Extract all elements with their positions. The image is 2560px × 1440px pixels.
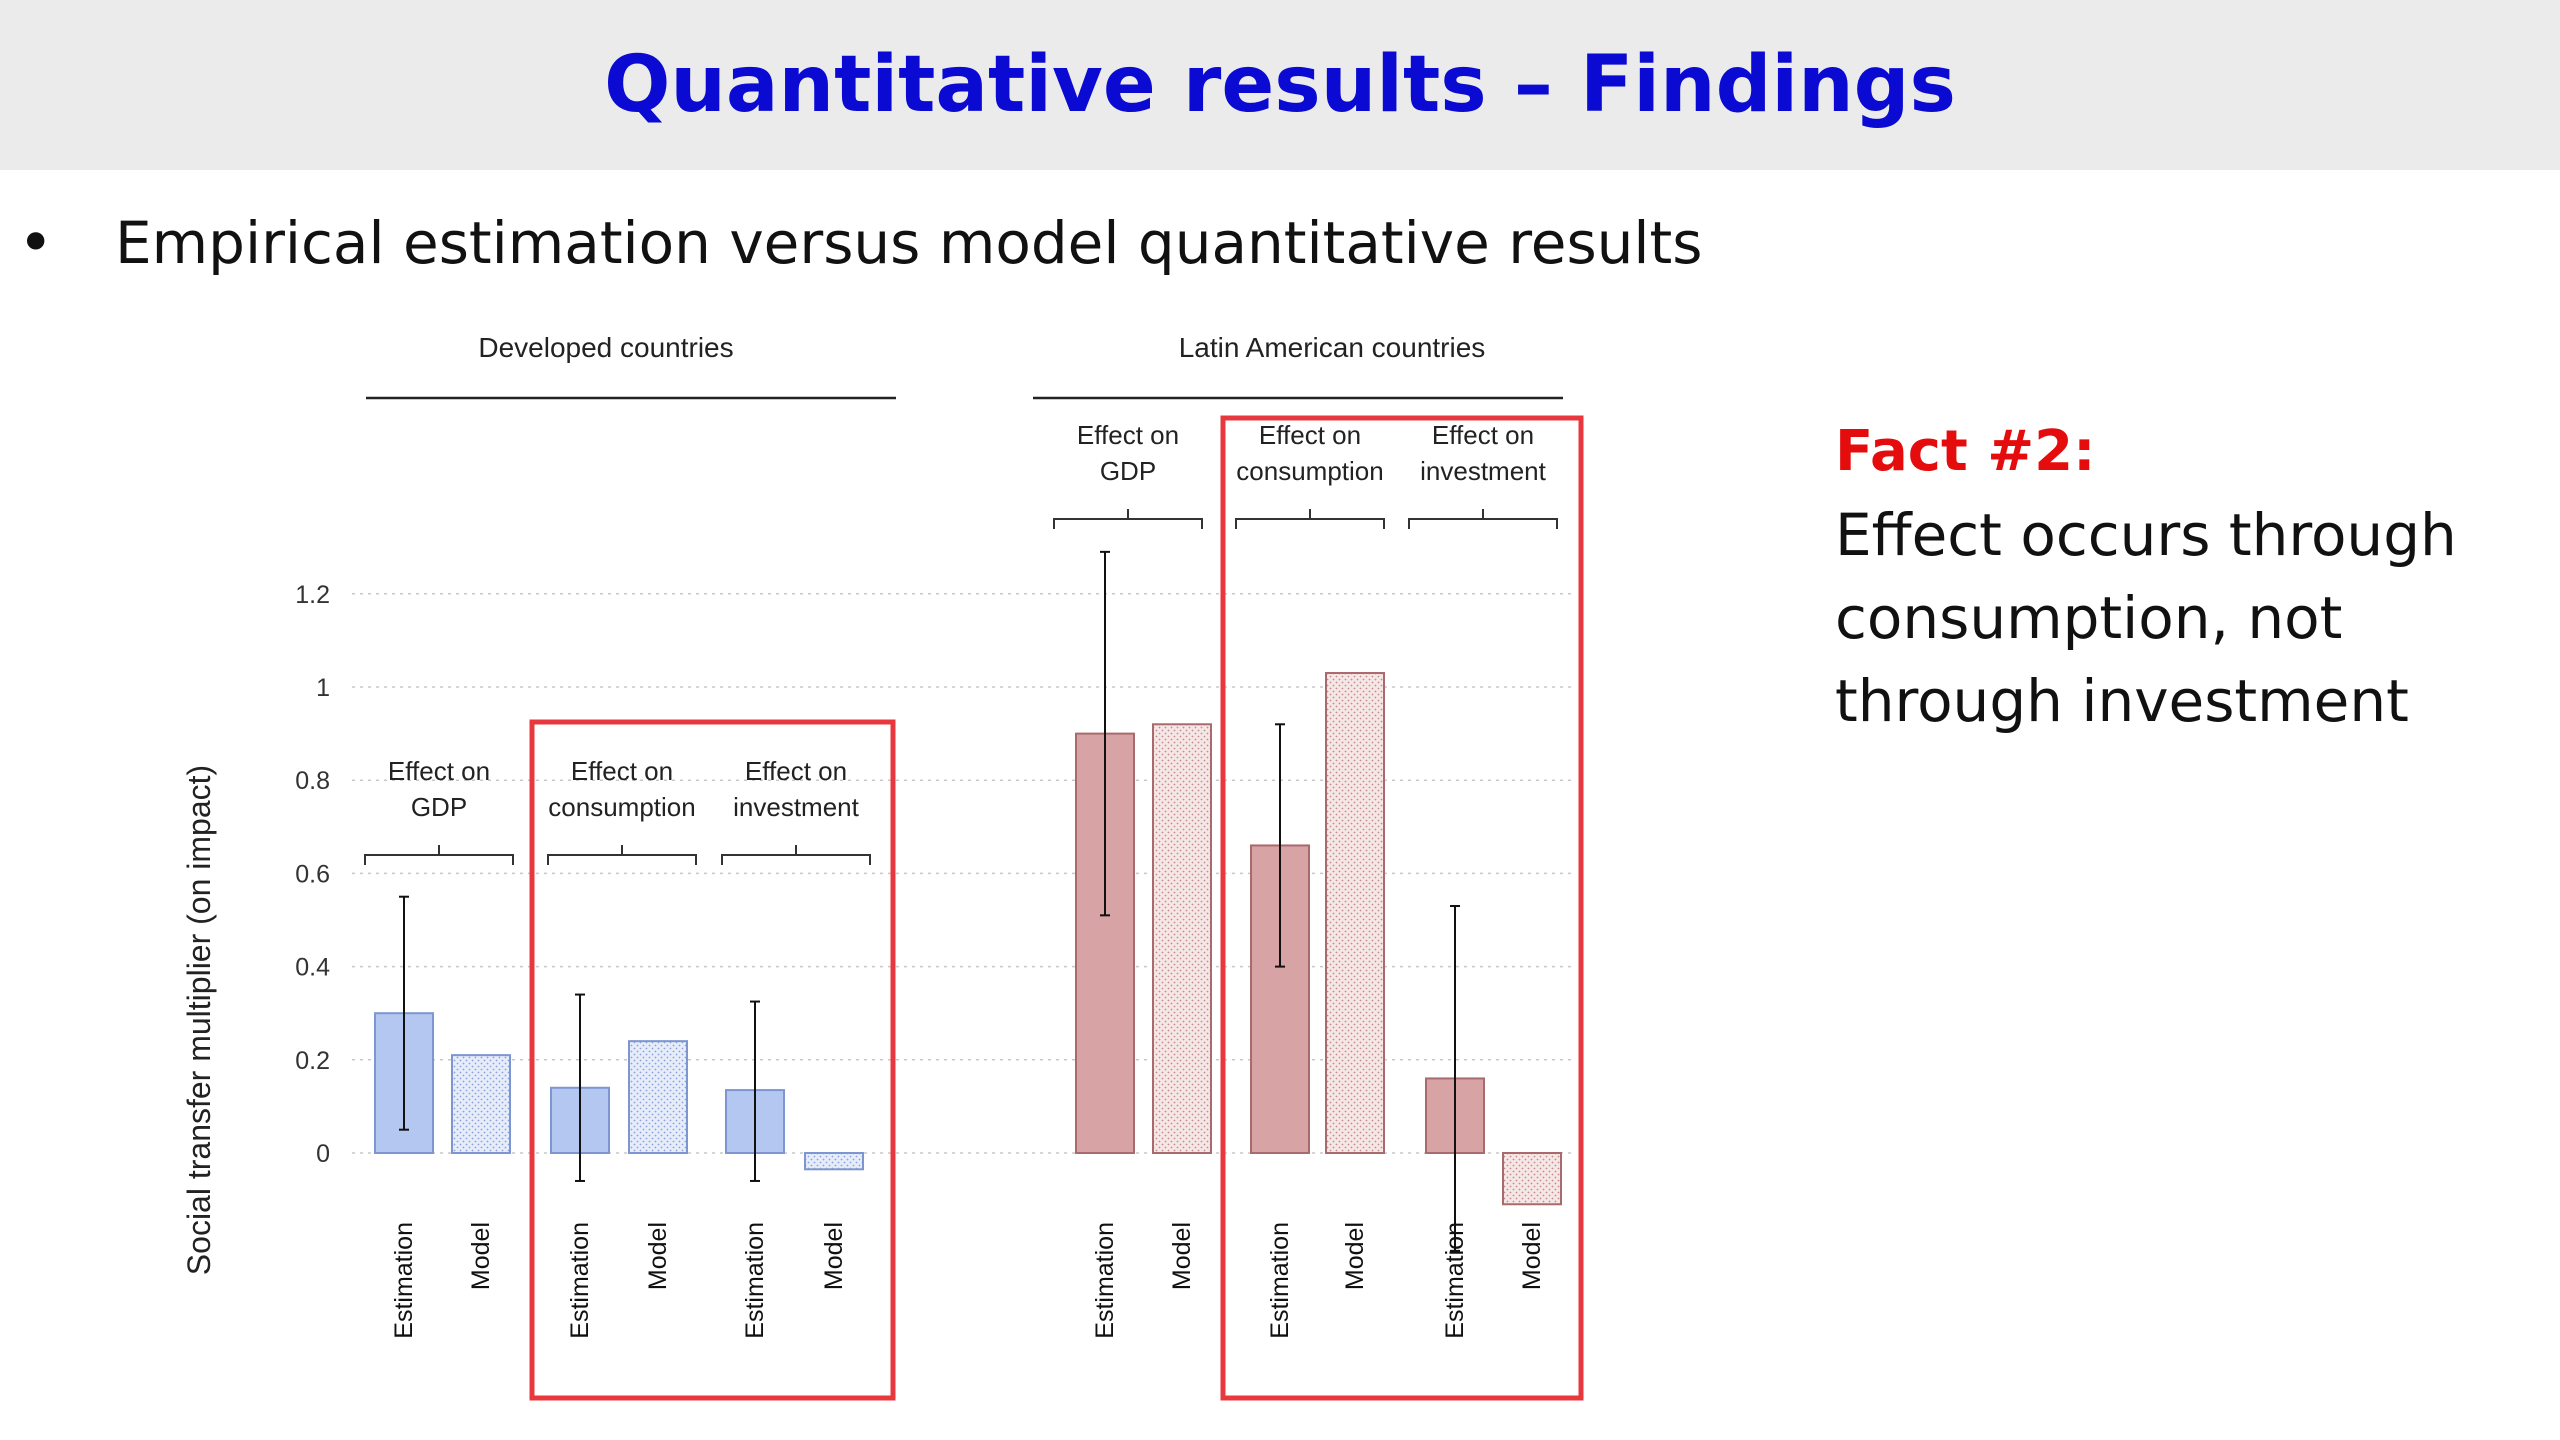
category-label: Model xyxy=(644,1222,672,1290)
group-bracket xyxy=(364,845,514,865)
highlight-box xyxy=(529,719,896,1401)
group-bracket xyxy=(547,845,697,865)
group-label: Effect on xyxy=(1077,420,1179,450)
model-bar xyxy=(1502,1152,1562,1206)
model-bar xyxy=(804,1152,864,1171)
panel-header: Developed countries xyxy=(478,332,733,363)
category-label: Estimation xyxy=(1091,1222,1119,1339)
model-bar xyxy=(451,1054,511,1155)
fact-title: Fact #2: xyxy=(1835,419,2096,484)
group-label: consumption xyxy=(1236,456,1383,486)
group-bracket xyxy=(1053,509,1203,529)
y-tick-label: 0.8 xyxy=(295,767,330,795)
group-label: Effect on xyxy=(388,756,490,786)
group-bracket xyxy=(1235,509,1385,529)
y-tick-label: 0 xyxy=(316,1140,330,1168)
fact-line: consumption, not xyxy=(1835,584,2343,652)
model-bar xyxy=(1152,723,1212,1155)
y-tick-label: 0.4 xyxy=(295,954,330,982)
multiplier-bar-chart: 0 0.2 0.4 0.6 0.8 1 1.2 Social transfer multipl… xyxy=(181,332,1584,1401)
category-label: Estimation xyxy=(1266,1222,1294,1339)
highlight-box xyxy=(1220,415,1584,1401)
bullet-text: Empirical estimation versus model quanti… xyxy=(115,209,1703,277)
category-label: Estimation xyxy=(741,1222,769,1339)
category-label: Estimation xyxy=(1441,1222,1469,1339)
category-label: Model xyxy=(1168,1222,1196,1290)
category-label: Model xyxy=(467,1222,495,1290)
group-bracket xyxy=(721,845,871,865)
group-label: GDP xyxy=(1100,456,1156,486)
group-label: Effect on xyxy=(1432,420,1534,450)
group-label: GDP xyxy=(411,792,467,822)
slide-title: Quantitative results – Findings xyxy=(604,40,1956,130)
group-label: Effect on xyxy=(745,756,847,786)
y-tick-label: 0.6 xyxy=(295,860,330,888)
group-label: investment xyxy=(733,792,859,822)
fact-line: through investment xyxy=(1835,667,2409,735)
title-bar xyxy=(0,0,2560,170)
group-label: consumption xyxy=(548,792,695,822)
group-label: investment xyxy=(1420,456,1546,486)
category-label: Model xyxy=(1518,1222,1546,1290)
fact-callout: Fact #2: Effect occurs through consumpti… xyxy=(1835,410,2535,743)
panel-header: Latin American countries xyxy=(1179,332,1486,363)
model-bar xyxy=(1325,672,1385,1155)
group-label: Effect on xyxy=(571,756,673,786)
group-bracket xyxy=(1408,509,1558,529)
y-tick-label: 1.2 xyxy=(295,581,330,609)
category-label: Estimation xyxy=(390,1222,418,1339)
y-tick-label: 1 xyxy=(316,674,330,702)
group-label: Effect on xyxy=(1259,420,1361,450)
category-label: Model xyxy=(1341,1222,1369,1290)
category-label: Model xyxy=(820,1222,848,1290)
bullet-marker: • xyxy=(18,208,54,278)
fact-line: Effect occurs through xyxy=(1835,501,2457,569)
category-label: Estimation xyxy=(566,1222,594,1339)
y-tick-label: 0.2 xyxy=(295,1047,330,1075)
model-bar xyxy=(628,1040,688,1155)
y-axis-label: Social transfer multiplier (on impact) xyxy=(181,765,217,1275)
